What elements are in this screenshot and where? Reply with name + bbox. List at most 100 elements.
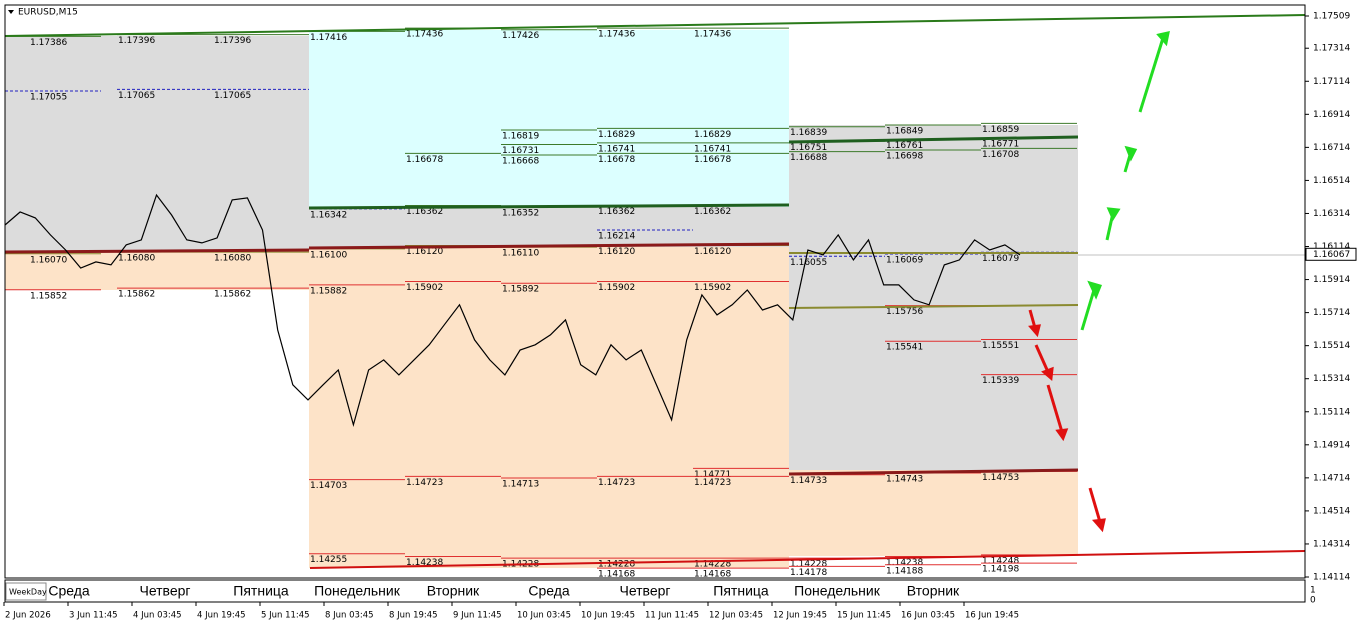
level-label: 1.14238 [886,558,923,568]
level-label: 1.14753 [982,473,1019,483]
indicator-label: WeekDay [9,588,47,597]
weekday: Среда [528,583,570,599]
price-label: 1.16314 [1313,209,1350,219]
level-label: 1.14238 [406,558,443,568]
level-label: 1.14255 [310,555,347,565]
time-label: 16 Jun 03:45 [901,611,955,621]
weekday: Вторник [427,583,480,599]
level-label: 1.16761 [886,141,923,151]
level-label: 1.14178 [790,568,827,578]
level-label: 1.17065 [214,91,251,101]
level-label: 1.14248 [982,556,1019,566]
level-label: 1.15892 [502,285,539,295]
level-label: 1.14723 [694,478,731,488]
zone [309,30,789,207]
levels: 1.17386 1.17055 1.16070 1.15852 1.17396 1.170… [5,27,1077,580]
level-label: 1.16120 [598,247,635,257]
indicator-min: 0 [1310,596,1316,606]
menu-icon [8,10,14,14]
level-label: 1.15541 [886,343,923,353]
level-label: 1.16214 [598,231,635,241]
level-label: 1.17065 [118,91,155,101]
level-label: 1.14168 [598,570,635,580]
level-label: 1.17426 [502,31,539,41]
level-label: 1.16678 [598,155,635,165]
level-label: 1.15902 [694,283,731,293]
level-label: 1.16839 [790,128,827,138]
level-label: 1.15551 [982,341,1019,351]
level-label: 1.16751 [790,143,827,153]
level-label: 1.16362 [694,207,731,217]
time-label: 4 Jun 03:45 [133,611,182,621]
level-label: 1.17416 [310,33,347,43]
level-label: 1.16771 [982,139,1019,149]
level-label: 1.14713 [502,480,539,490]
up-arrows [1080,31,1170,331]
zone [789,125,1078,470]
level-label: 1.16829 [694,130,731,140]
weekday: Четверг [619,583,670,599]
time-label: 8 Jun 19:45 [389,611,438,621]
level-label: 1.15339 [982,376,1019,386]
level-label: 1.14198 [982,565,1019,575]
weekday: Пятница [233,583,289,599]
level-bold [4,248,310,254]
indicator-frame [4,579,1306,603]
level-label: 1.17396 [118,36,155,46]
level-label: 1.14723 [406,478,443,488]
level-label: 1.15902 [406,283,443,293]
level-bold [788,135,1079,144]
level-label: 1.15852 [30,291,67,301]
level-bold [308,242,790,250]
level-label: 1.14771 [694,470,731,480]
level-label: 1.16080 [214,254,251,264]
symbol-title: EURUSD,M15 [18,8,78,18]
level-label: 1.17055 [30,93,67,103]
weekday: Вторник [907,583,960,599]
level-label: 1.16069 [886,255,923,265]
level-label: 1.15882 [310,286,347,296]
level-label: 1.15902 [598,283,635,293]
level-bold [788,468,1079,476]
level-label: 1.14703 [310,481,347,491]
price-label: 1.15914 [1313,275,1350,285]
price-label: 1.16514 [1313,176,1350,186]
price-label: 1.17509 [1313,12,1350,22]
trend-line [309,550,1306,569]
time-label: 12 Jun 19:45 [773,611,827,621]
level-label: 1.16079 [982,254,1019,264]
price-label: 1.15714 [1313,308,1350,318]
level-label: 1.16668 [502,156,539,166]
level-label: 1.14743 [886,475,923,485]
price-label: 1.17314 [1313,44,1350,54]
current-price: 1.16067 [1313,250,1350,260]
time-label: 15 Jun 11:45 [837,611,891,621]
level-label: 1.16362 [406,207,443,217]
level-label: 1.14168 [694,570,731,580]
level-label: 1.16100 [310,250,347,260]
level-label: 1.17436 [406,30,443,40]
time-label: 3 Jun 11:45 [69,611,118,621]
time-label: 11 Jun 11:45 [645,611,699,621]
price-label: 1.14514 [1313,506,1350,516]
weekday: Четверг [139,583,190,599]
level-label: 1.16362 [598,207,635,217]
level-label: 1.15756 [886,307,923,317]
down-arrows [1028,309,1106,533]
level-bold [308,203,790,210]
level-label: 1.16342 [310,210,347,220]
time-label: 16 Jun 19:45 [965,611,1019,621]
price-label: 1.15314 [1313,374,1350,384]
price-label: 1.15514 [1313,341,1350,351]
level-label: 1.14228 [694,560,731,570]
level-label: 1.16829 [598,130,635,140]
zone [5,252,309,290]
zone [5,36,309,252]
time-label: 2 Jun 2026 [5,611,51,621]
price-label: 1.14114 [1313,573,1350,583]
weekday: Понедельник [314,583,401,599]
level-label: 1.15862 [118,290,155,300]
price-label: 1.14914 [1313,440,1350,450]
